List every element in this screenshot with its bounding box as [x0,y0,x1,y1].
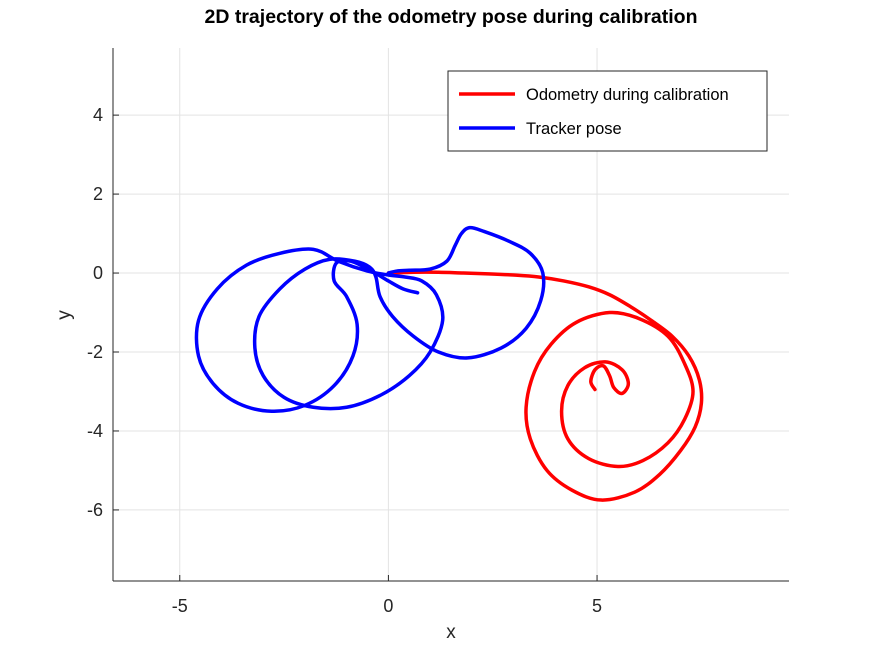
legend-box [447,70,768,152]
y-tick-label: 2 [93,184,103,204]
tick-labels: -5 0 5 -6 -4 -2 0 2 4 [87,105,602,616]
legend-label-tracker: Tracker pose [526,120,622,138]
legend: Odometry during calibration Tracker pose [447,70,768,152]
y-tick-label: -6 [87,500,103,520]
x-tick-label: 5 [592,596,602,616]
series-line-odometry [386,270,704,502]
series-lines [194,225,704,502]
y-tick-label: 0 [93,263,103,283]
legend-label-odometry: Odometry during calibration [526,86,729,104]
y-tick-label: -4 [87,421,103,441]
x-axis-label: x [446,622,456,643]
y-axis-label: y [54,310,75,320]
y-tick-label: 4 [93,105,103,125]
x-tick-label: 0 [383,596,393,616]
y-tick-label: -2 [87,342,103,362]
axes [112,48,789,582]
series-line-tracker [194,225,546,413]
x-tick-label: -5 [172,596,188,616]
chart-title: 2D trajectory of the odometry pose durin… [205,6,698,28]
